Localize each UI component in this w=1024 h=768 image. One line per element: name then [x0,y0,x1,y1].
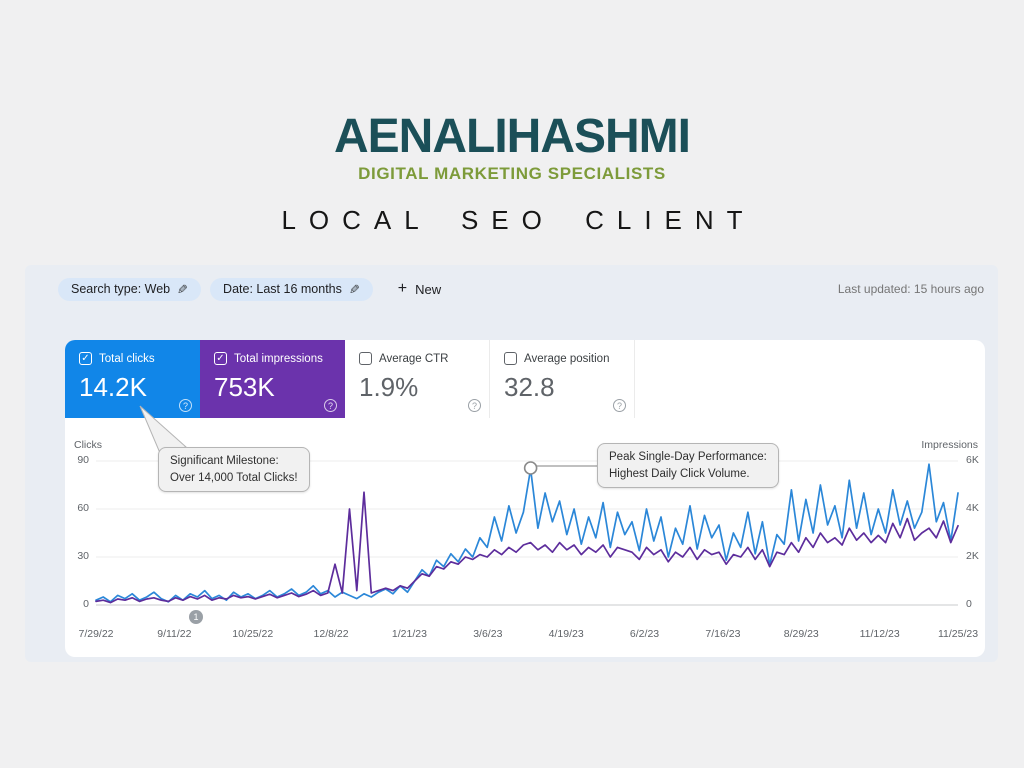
x-axis-date-label: 4/19/23 [548,628,584,640]
milestone-annotation: Significant Milestone: Over 14,000 Total… [158,447,310,493]
annotation-number-badge[interactable]: 1 [189,610,203,624]
peak-annotation: Peak Single-Day Performance: Highest Dai… [597,443,779,489]
new-filter-button[interactable]: + New [398,281,441,297]
metric-label: Total impressions [234,352,323,365]
right-axis-tick: 2K [966,550,979,562]
right-axis-title: Impressions [921,439,978,451]
x-axis-date-label: 6/2/23 [629,628,660,640]
right-axis-tick: 0 [966,598,972,610]
peak-annotation-line2: Highest Daily Click Volume. [609,467,750,480]
right-axis-tick: 6K [966,454,979,466]
date-range-chip-label: Date: Last 16 months [223,282,342,296]
right-axis-tick: 4K [966,502,979,514]
plus-icon: + [397,280,408,297]
metric-cards-row: ✓ Total clicks 14.2K ? ✓ Total impressio… [65,340,635,418]
last-updated-text: Last updated: 15 hours ago [837,282,984,296]
left-axis-tick: 0 [83,598,89,610]
page-title: LOCAL SEO CLIENT [281,205,756,236]
branding-header: AENALIHASHMI DIGITAL MARKETING SPECIALIS… [0,110,1024,236]
help-icon[interactable]: ? [179,399,192,412]
milestone-annotation-line2: Over 14,000 Total Clicks! [170,471,298,484]
metric-value: 32.8 [504,372,555,402]
checkbox-unchecked-icon[interactable] [359,352,372,365]
metric-label: Average CTR [379,352,449,365]
x-axis-date-label: 10/25/22 [232,628,274,640]
milestone-callout-tail [139,405,188,454]
metric-value: 1.9% [359,372,419,402]
x-axis-date-label: 7/29/22 [78,628,114,640]
date-range-chip[interactable]: Date: Last 16 months ✎ [210,277,373,301]
x-axis-date-label: 11/12/23 [859,628,900,640]
new-filter-label: New [415,281,442,297]
milestone-annotation-line1: Significant Milestone: [170,455,279,467]
left-axis-tick: 90 [77,454,89,466]
filter-toolbar: Search type: Web ✎ Date: Last 16 months … [25,277,998,301]
help-icon[interactable]: ? [613,399,626,412]
average-ctr-card[interactable]: Average CTR 1.9% ? [345,340,490,418]
peak-annotation-line1: Peak Single-Day Performance: [609,451,767,463]
edit-pencil-icon[interactable]: ✎ [177,281,189,297]
brand-logo-text: AENALIHASHMI [334,110,691,163]
performance-report-panel: ✓ Total clicks 14.2K ? ✓ Total impressio… [65,340,985,657]
metric-value: 14.2K [79,372,147,402]
left-axis-title: Clicks [74,439,102,451]
help-icon[interactable]: ? [468,399,481,412]
checkbox-checked-icon[interactable]: ✓ [214,352,227,365]
x-axis-date-label: 7/16/23 [705,628,741,640]
x-axis-date-label: 9/11/22 [157,628,192,640]
metric-label: Average position [524,352,610,365]
x-axis-date-label: 12/8/22 [313,628,349,640]
total-impressions-card[interactable]: ✓ Total impressions 753K ? [200,340,345,418]
edit-pencil-icon[interactable]: ✎ [348,281,360,297]
total-clicks-card[interactable]: ✓ Total clicks 14.2K ? [65,340,200,418]
search-type-chip-label: Search type: Web [71,282,171,296]
x-axis-date-label: 3/6/23 [473,628,503,640]
x-axis-date-label: 1/21/23 [391,628,427,640]
search-console-screenshot: Search type: Web ✎ Date: Last 16 months … [25,265,998,662]
search-type-chip[interactable]: Search type: Web ✎ [58,277,202,301]
metric-value: 753K [214,372,275,402]
average-position-card[interactable]: Average position 32.8 ? [490,340,635,418]
x-axis-date-label: 8/29/23 [783,628,819,640]
performance-chart: Clicks Impressions 0 30 60 90 0 2K 4K 6K 7/29/… [65,340,985,657]
left-axis-tick: 60 [77,502,89,514]
checkbox-unchecked-icon[interactable] [504,352,517,365]
checkbox-checked-icon[interactable]: ✓ [79,352,92,365]
brand-tagline: DIGITAL MARKETING SPECIALISTS [358,164,666,184]
x-axis-date-label: 11/25/23 [937,628,979,640]
left-axis-tick: 30 [77,550,89,562]
chart-plot [95,405,959,606]
help-icon[interactable]: ? [324,399,337,412]
metric-label: Total clicks [99,352,155,365]
